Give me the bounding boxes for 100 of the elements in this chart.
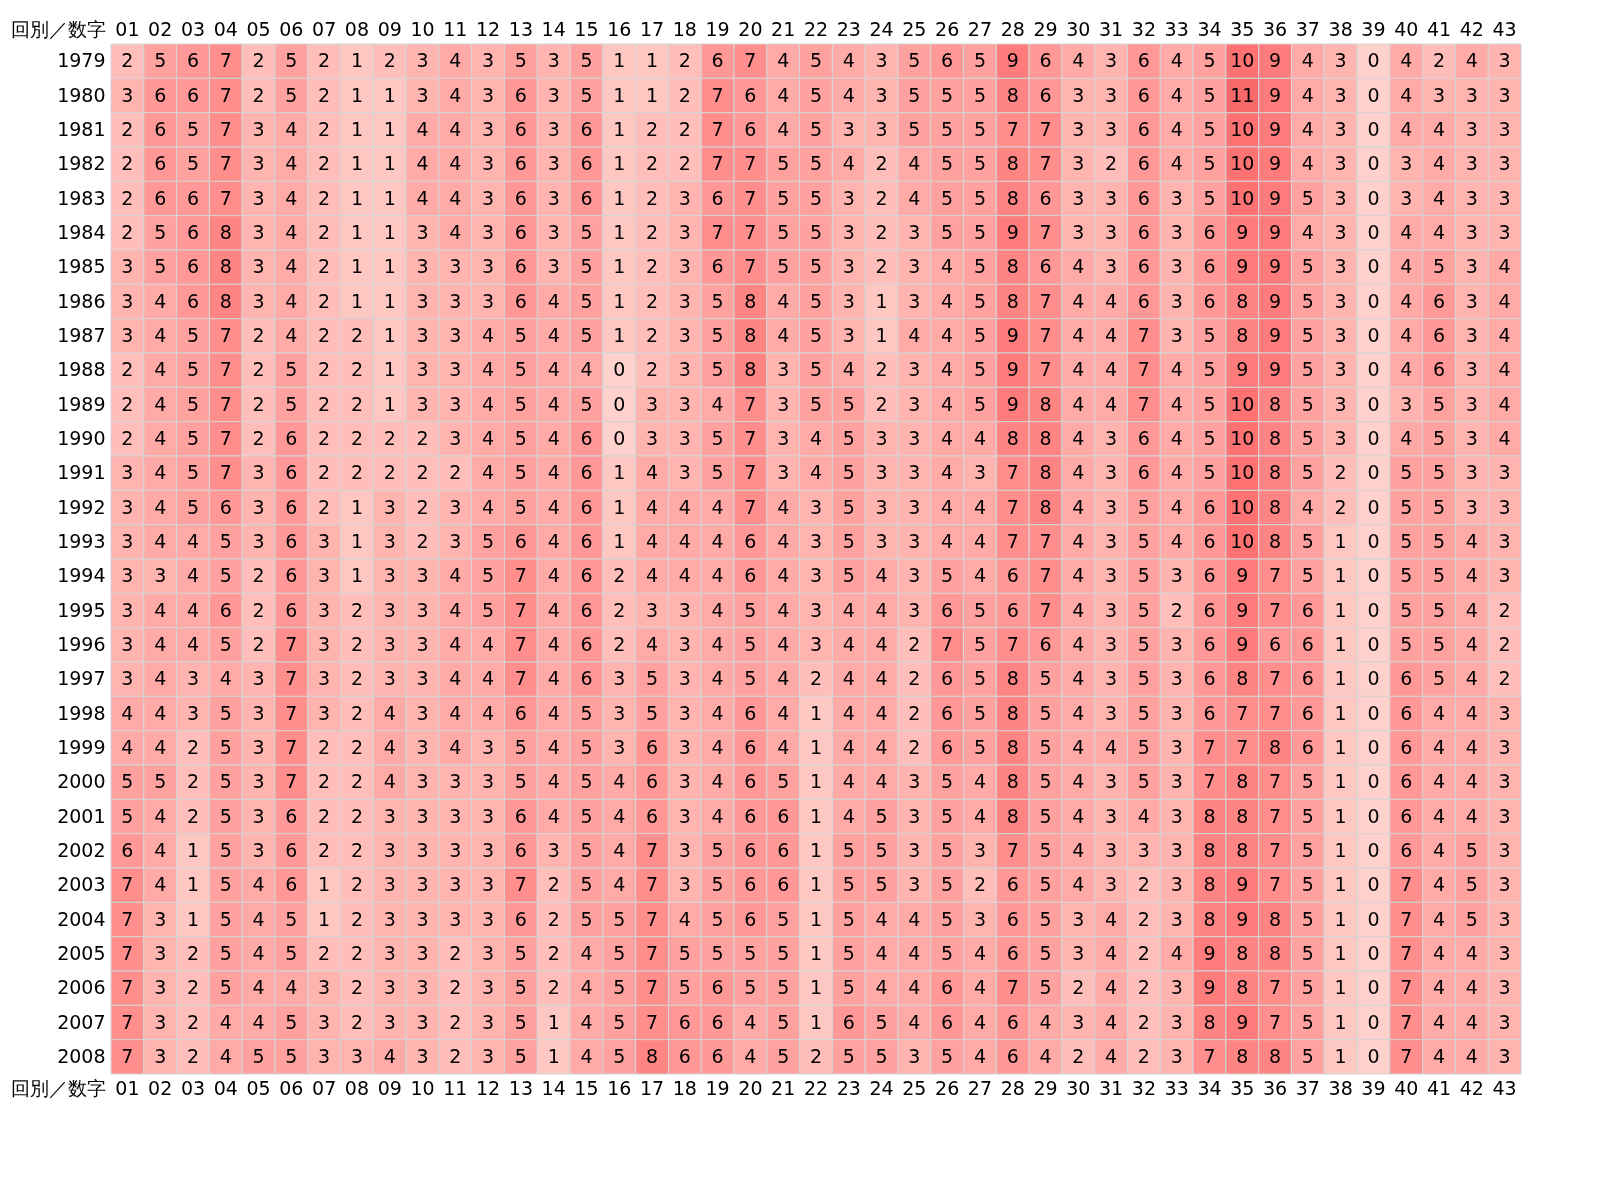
data-label: 3 <box>416 392 429 415</box>
data-label: 5 <box>711 358 724 381</box>
data-label: 4 <box>1465 49 1478 72</box>
data-label: 2 <box>1137 976 1150 999</box>
data-label: 2 <box>383 461 396 484</box>
data-label: 3 <box>1498 83 1511 106</box>
data-label: 2 <box>646 358 659 381</box>
data-label: 9 <box>1236 1010 1249 1033</box>
data-label: 3 <box>416 220 429 243</box>
data-label: 4 <box>1039 1010 1052 1033</box>
data-label: 6 <box>678 1044 691 1067</box>
data-label: 9 <box>1203 941 1216 964</box>
data-label: 2 <box>547 873 560 896</box>
data-label: 8 <box>1039 461 1052 484</box>
data-label: 8 <box>1236 667 1249 690</box>
data-label: 7 <box>711 117 724 140</box>
data-label: 5 <box>514 461 527 484</box>
y-tick-label: 1995 <box>57 598 106 621</box>
data-label: 6 <box>1006 1044 1019 1067</box>
data-label: 6 <box>186 220 200 243</box>
data-label: 4 <box>449 220 462 243</box>
data-label: 3 <box>1465 83 1478 106</box>
data-label: 1 <box>613 289 626 312</box>
data-label: 4 <box>711 392 724 415</box>
data-label: 5 <box>285 49 298 72</box>
data-label: 6 <box>285 426 298 449</box>
data-label: 1 <box>318 907 331 930</box>
category-label: 07 <box>312 17 337 40</box>
data-label: 8 <box>1236 1044 1249 1067</box>
data-label: 3 <box>646 426 659 449</box>
data-label: 3 <box>449 426 462 449</box>
data-label: 5 <box>1203 392 1216 415</box>
data-label: 5 <box>973 83 986 106</box>
data-label: 7 <box>646 941 659 964</box>
data-label: 2 <box>646 152 659 175</box>
data-label: 5 <box>809 392 823 415</box>
data-label: 5 <box>1137 632 1150 655</box>
data-label: 5 <box>842 941 855 964</box>
data-label: 2 <box>350 838 363 861</box>
data-label: 6 <box>514 289 527 312</box>
data-label: 3 <box>383 907 396 930</box>
data-label: 4 <box>1465 701 1478 724</box>
data-label: 4 <box>547 461 560 484</box>
data-label: 3 <box>777 358 790 381</box>
data-label: 4 <box>842 152 855 175</box>
data-label: 4 <box>1301 49 1314 72</box>
data-label: 1 <box>809 735 823 758</box>
data-label: 7 <box>285 667 298 690</box>
data-label: 6 <box>1203 564 1216 587</box>
data-label: 9 <box>1203 976 1216 999</box>
data-label: 4 <box>1498 426 1511 449</box>
data-label: 5 <box>744 598 757 621</box>
data-label: 2 <box>318 426 331 449</box>
data-label: 6 <box>580 461 593 484</box>
data-label: 4 <box>1170 495 1183 518</box>
y-tick-label: 1993 <box>57 529 106 552</box>
y-tick-label: 1979 <box>57 49 106 72</box>
data-label: 11 <box>1230 83 1255 106</box>
data-label: 3 <box>1498 564 1511 587</box>
data-label: 4 <box>875 907 888 930</box>
data-label: 7 <box>1400 941 1413 964</box>
data-label: 8 <box>1006 667 1019 690</box>
data-label: 2 <box>252 323 265 346</box>
data-label: 6 <box>514 117 527 140</box>
data-label: 4 <box>449 83 462 106</box>
data-label: 3 <box>482 907 495 930</box>
data-label: 4 <box>908 1010 921 1033</box>
data-label: 8 <box>646 1044 659 1067</box>
data-label: 3 <box>1465 152 1478 175</box>
data-label: 7 <box>1039 529 1052 552</box>
data-label: 7 <box>1039 323 1052 346</box>
data-label: 4 <box>777 117 790 140</box>
data-label: 3 <box>1498 1044 1511 1067</box>
data-label: 4 <box>285 220 298 243</box>
data-label: 4 <box>1105 907 1118 930</box>
data-label: 2 <box>613 564 626 587</box>
data-label: 1 <box>809 701 823 724</box>
y-tick-label: 1987 <box>57 323 106 346</box>
data-label: 5 <box>1137 564 1150 587</box>
data-label: 4 <box>744 1010 757 1033</box>
data-label: 1 <box>186 873 200 896</box>
data-label: 1 <box>1334 735 1347 758</box>
data-label: 7 <box>744 426 757 449</box>
data-label: 2 <box>678 49 691 72</box>
data-label: 1 <box>383 392 396 415</box>
data-label: 3 <box>1170 976 1183 999</box>
category-label: 26 <box>935 17 960 40</box>
data-label: 3 <box>449 838 462 861</box>
data-label: 5 <box>514 1044 527 1067</box>
data-label: 10 <box>1230 461 1255 484</box>
data-label: 4 <box>154 461 167 484</box>
data-label: 4 <box>547 701 560 724</box>
data-label: 7 <box>1400 1044 1413 1067</box>
data-label: 0 <box>1367 323 1380 346</box>
data-label: 3 <box>1432 83 1446 106</box>
data-label: 2 <box>1170 598 1183 621</box>
category-label: 02 <box>148 17 173 40</box>
data-label: 7 <box>1236 735 1249 758</box>
data-label: 3 <box>318 598 331 621</box>
data-label: 1 <box>318 873 331 896</box>
